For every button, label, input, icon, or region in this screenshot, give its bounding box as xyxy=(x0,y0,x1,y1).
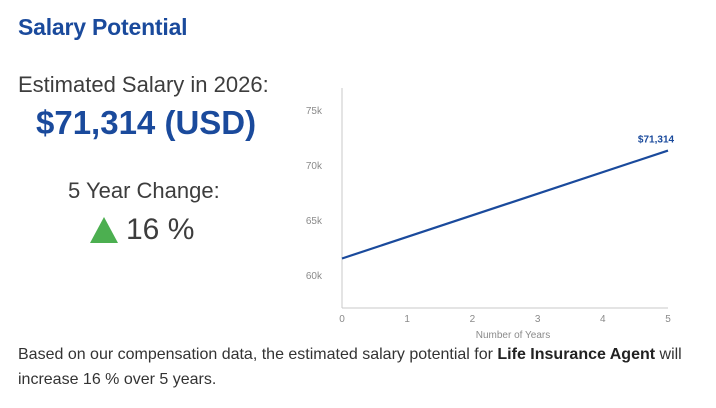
description-suffix: will increase 16 % over 5 years. xyxy=(18,346,682,388)
y-tick-label: 60k xyxy=(306,271,323,282)
x-tick-label: 1 xyxy=(404,314,410,325)
description-prefix: Based on our compensation data, the esti… xyxy=(18,346,498,363)
y-tick-label: 70k xyxy=(306,161,323,172)
salary-description: Based on our compensation data, the esti… xyxy=(18,342,708,392)
y-tick-label: 75k xyxy=(306,106,323,117)
five-year-change-value: 16 % xyxy=(126,213,195,246)
five-year-change: 16 % xyxy=(90,212,194,248)
x-tick-label: 2 xyxy=(470,314,476,325)
x-axis-label: Number of Years xyxy=(476,330,551,341)
up-triangle-icon xyxy=(90,217,118,243)
job-title: Life Insurance Agent xyxy=(497,346,656,363)
y-tick-label: 65k xyxy=(306,216,323,227)
estimated-salary-label: Estimated Salary in 2026: xyxy=(18,72,269,97)
estimated-salary-value: $71,314 (USD) xyxy=(36,104,257,141)
x-tick-label: 5 xyxy=(665,314,671,325)
salary-series-line xyxy=(341,149,669,260)
x-tick-label: 3 xyxy=(535,314,541,325)
end-value-label: $71,314 xyxy=(638,135,675,146)
five-year-change-label: 5 Year Change: xyxy=(68,178,220,203)
salary-line-chart: 60k 65k 70k 75k 0 1 2 3 4 5 Number of Years $71,314 xyxy=(306,88,675,341)
x-tick-label: 4 xyxy=(600,314,606,325)
section-title: Salary Potential xyxy=(18,14,188,40)
x-tick-label: 0 xyxy=(339,314,345,325)
